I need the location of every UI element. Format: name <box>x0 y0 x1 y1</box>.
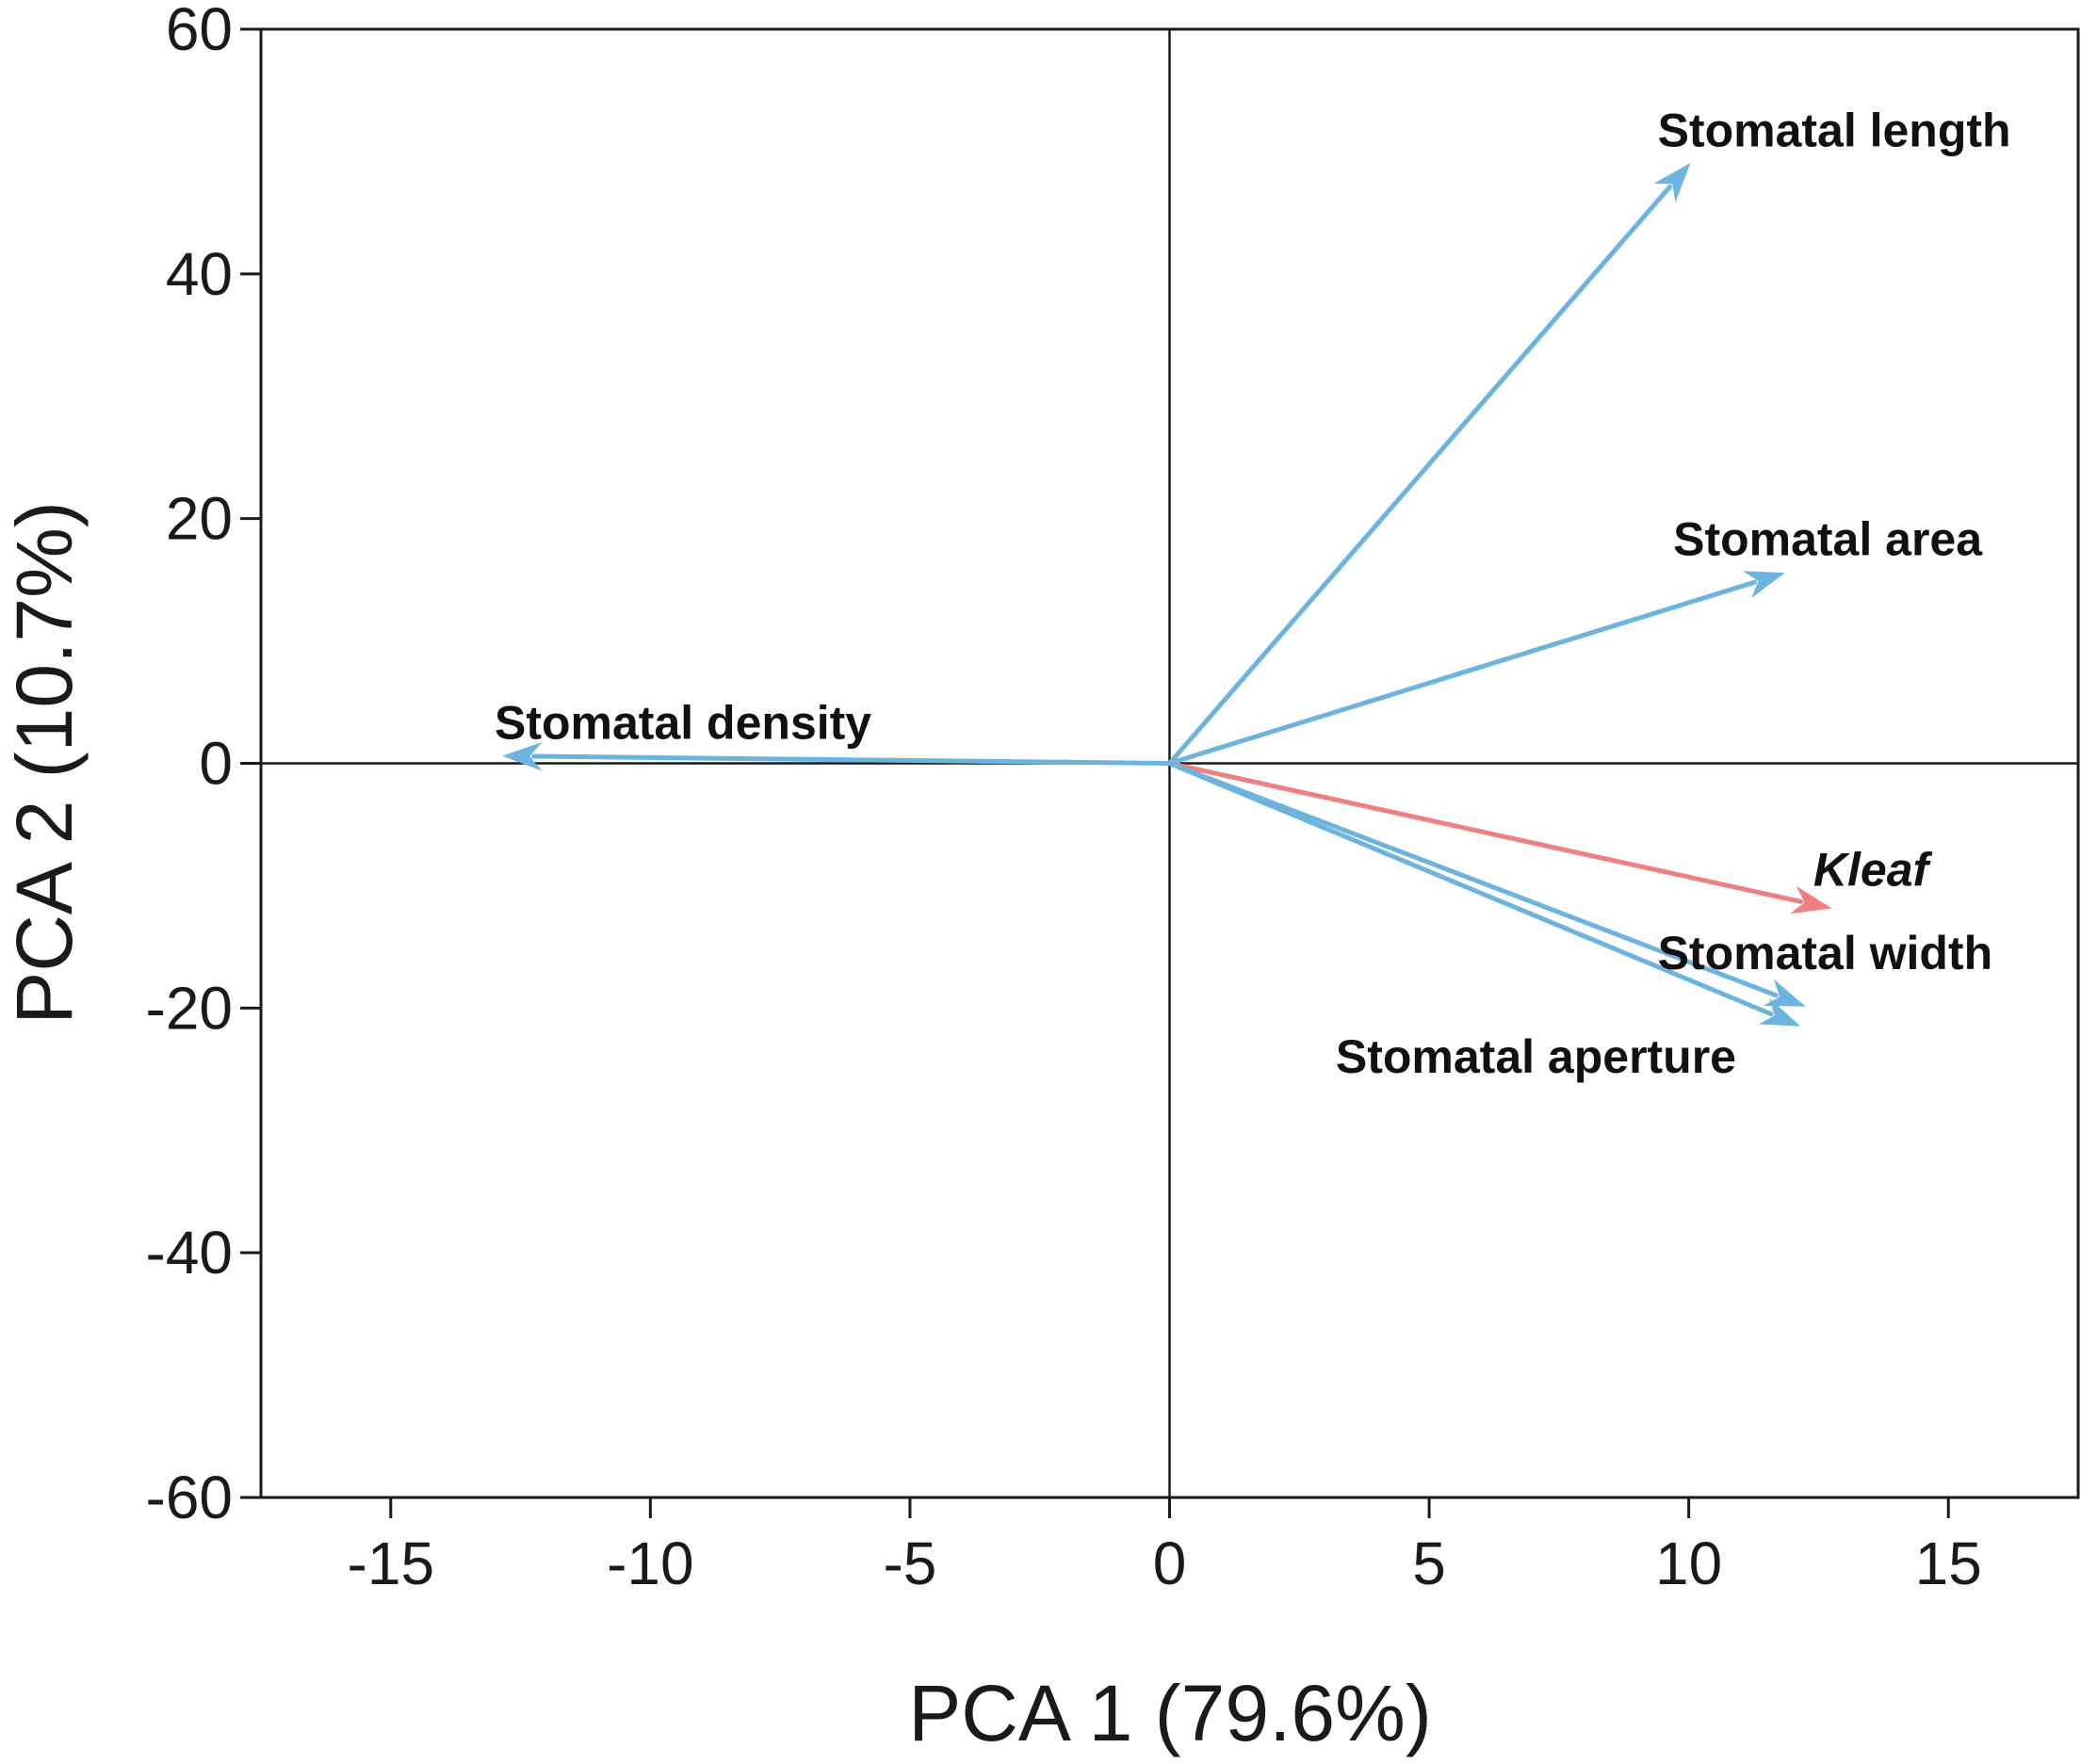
x-axis-title: PCA 1 (79.6%) <box>908 1669 1432 1757</box>
y-tick-label: 20 <box>166 485 233 553</box>
loading-vectors <box>502 162 1832 1027</box>
vector-shaft-stomatal-density <box>531 753 1172 766</box>
vector-shaft-stomatal-area <box>1167 579 1758 766</box>
loading-vector-labels: Stomatal length Stomatal area Stomatal den… <box>495 105 2011 1083</box>
y-tick-label: -60 <box>146 1464 234 1531</box>
vector-arrowhead-stomatal-length <box>1653 162 1691 202</box>
vector-arrowhead-stomatal-density <box>502 741 543 771</box>
vector-arrowhead-kleaf <box>1789 885 1832 914</box>
vector-label-stomatal-width: Stomatal width <box>1658 927 1993 979</box>
x-tick-label: 5 <box>1412 1529 1446 1597</box>
y-tick-label: -20 <box>146 974 234 1042</box>
vector-label-stomatal-length: Stomatal length <box>1658 105 2011 157</box>
y-tick-label: 60 <box>166 0 233 63</box>
vector-label-stomatal-density: Stomatal density <box>495 697 871 750</box>
x-tick-label: -15 <box>348 1529 435 1597</box>
vector-label-kleaf: Kleaf <box>1813 843 1933 896</box>
y-tick-label: 40 <box>166 240 233 308</box>
y-tick-label: -40 <box>146 1219 234 1287</box>
x-tick-label: 0 <box>1153 1529 1187 1597</box>
y-axis-ticks: -60 -40 -20 0 20 40 60 <box>146 0 261 1531</box>
vector-arrowhead-stomatal-width <box>1763 979 1806 1007</box>
x-tick-label: 10 <box>1655 1529 1722 1597</box>
vector-arrowhead-stomatal-aperture <box>1758 997 1801 1027</box>
vector-label-stomatal-area: Stomatal area <box>1673 513 1983 566</box>
vector-shaft-kleaf <box>1167 761 1804 904</box>
vector-shaft-stomatal-aperture <box>1167 761 1774 1017</box>
x-tick-label: 15 <box>1915 1529 1982 1597</box>
vector-shaft-stomatal-width <box>1167 761 1779 998</box>
x-tick-label: -5 <box>883 1529 936 1597</box>
x-axis-ticks: -15 -10 -5 0 5 10 15 <box>348 1497 1982 1597</box>
vector-arrowhead-stomatal-area <box>1742 571 1785 599</box>
y-axis-title: PCA 2 (10.7%) <box>0 501 89 1025</box>
x-tick-label: -10 <box>607 1529 694 1597</box>
vector-label-stomatal-aperture: Stomatal aperture <box>1336 1030 1736 1083</box>
vector-shaft-stomatal-length <box>1167 184 1673 766</box>
y-tick-label: 0 <box>199 730 233 798</box>
